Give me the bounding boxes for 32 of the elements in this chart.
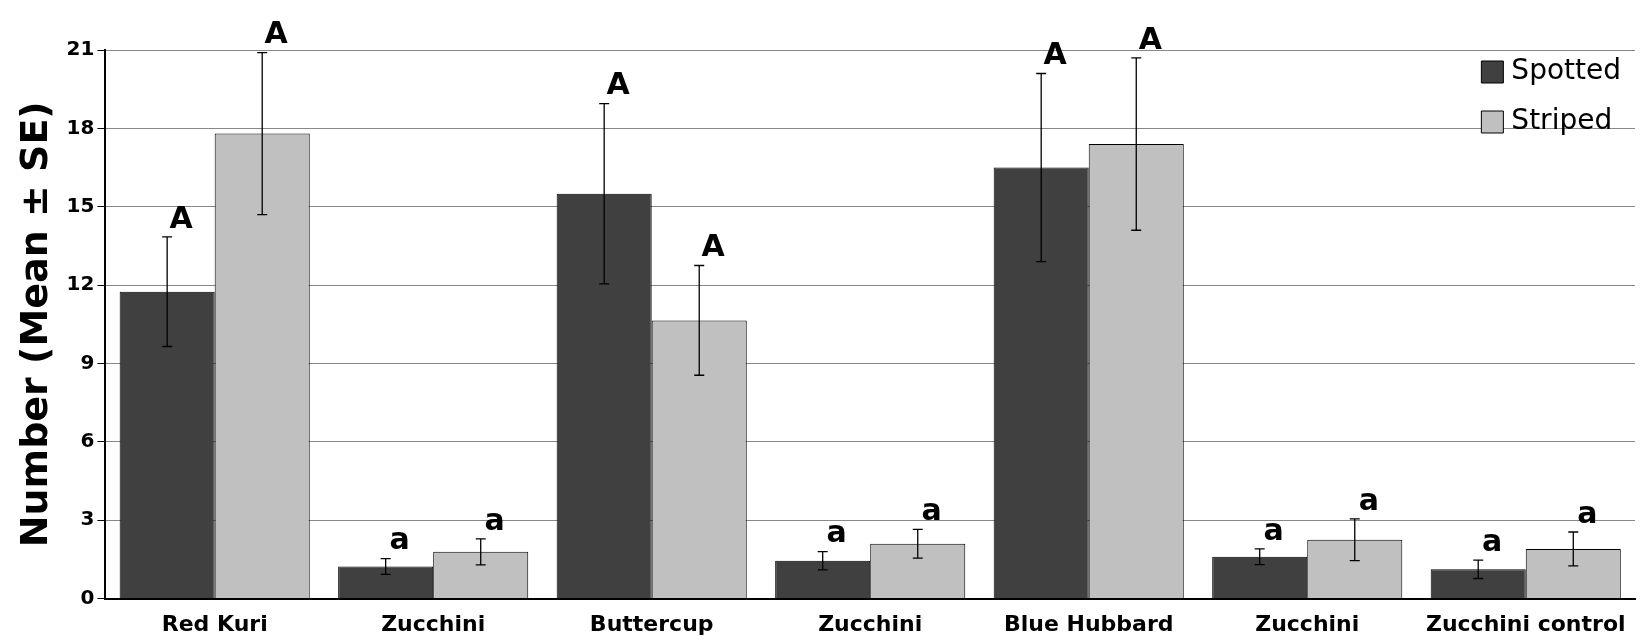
x-tick-label: Zucchini control: [1425, 610, 1626, 636]
annotation: A: [1043, 36, 1068, 72]
annotation: A: [606, 66, 631, 102]
y-axis-title: Number (Mean ± SE): [11, 101, 56, 548]
annotation: a: [921, 492, 942, 528]
annotation: a: [484, 501, 505, 537]
annotation: A: [169, 199, 194, 235]
x-tick-label: Zucchini: [381, 610, 486, 636]
annotation: A: [264, 15, 289, 51]
annotation: a: [1577, 494, 1598, 530]
x-tick-label: Buttercup: [589, 610, 714, 636]
annotation: A: [1138, 20, 1163, 56]
y-tick-label: 18: [66, 114, 95, 139]
y-tick-label: 12: [66, 271, 95, 296]
annotation: A: [701, 228, 726, 264]
annotation: a: [1482, 522, 1503, 558]
annotation: a: [1358, 481, 1379, 517]
annotation: a: [826, 514, 847, 550]
y-tick-label: 15: [66, 192, 95, 217]
x-tick-label: Zucchini: [1255, 610, 1360, 636]
legend-label: Striped: [1511, 103, 1613, 137]
legend-label: Spotted: [1511, 53, 1622, 87]
y-tick-label: 21: [66, 36, 95, 61]
annotation: a: [389, 521, 410, 557]
x-tick-label: Blue Hubbard: [1003, 610, 1174, 636]
y-tick-label: 6: [80, 428, 95, 453]
annotation: a: [1263, 511, 1284, 547]
y-tick-label: 3: [80, 506, 95, 531]
y-tick-label: 0: [80, 584, 95, 609]
y-tick-label: 9: [80, 349, 95, 374]
x-tick-label: Red Kuri: [161, 610, 268, 636]
x-tick-label: Zucchini: [818, 610, 923, 636]
